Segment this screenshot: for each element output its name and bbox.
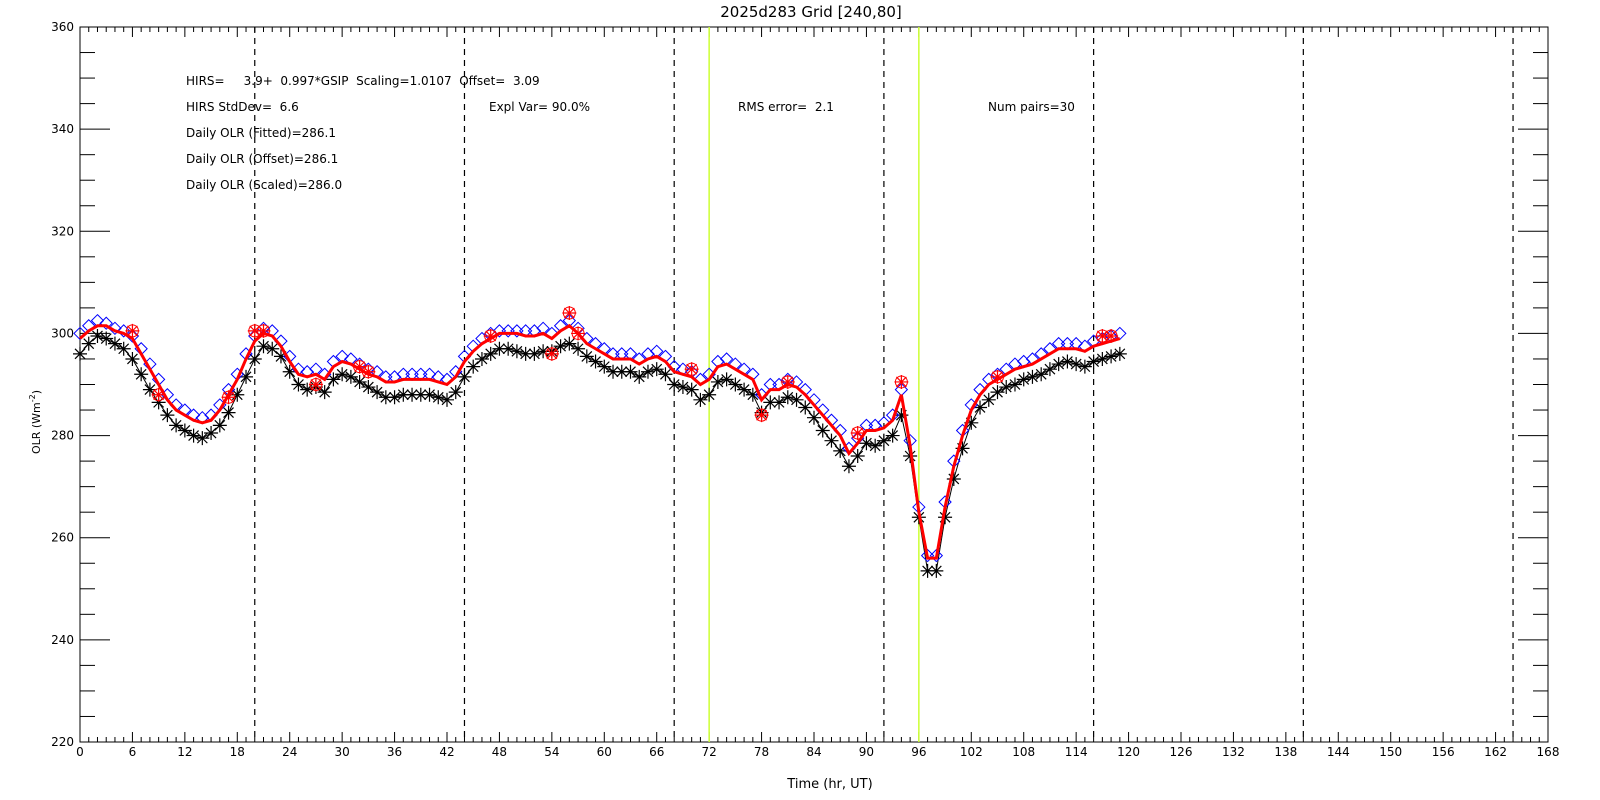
data-point-asterisk-red xyxy=(850,426,865,441)
x-tick-label: 132 xyxy=(1222,745,1245,759)
daily-olr-offset-text: Daily OLR (Offset)=286.1 xyxy=(186,152,338,166)
x-tick-label: 66 xyxy=(649,745,664,759)
x-tick-label: 24 xyxy=(282,745,297,759)
y-tick-label: 260 xyxy=(51,531,74,545)
series-hirs-asterisks xyxy=(125,306,1119,441)
x-tick-label: 84 xyxy=(806,745,821,759)
x-tick-label: 0 xyxy=(76,745,84,759)
data-point-asterisk-red xyxy=(483,328,498,343)
x-axis-label: Time (hr, UT) xyxy=(786,777,872,792)
chart-title: 2025d283 Grid [240,80] xyxy=(720,3,902,21)
y-axis-ticks: 220 240 260 280 300 320 340 360 xyxy=(51,20,1548,749)
x-tick-label: 60 xyxy=(597,745,612,759)
data-point-asterisk-red xyxy=(990,369,1005,384)
x-tick-label: 108 xyxy=(1012,745,1035,759)
data-point-asterisk-red xyxy=(894,374,909,389)
data-point-asterisk-red xyxy=(125,323,140,338)
data-point-diamond xyxy=(116,324,131,338)
data-point-diamond xyxy=(929,548,944,563)
x-tick-label: 54 xyxy=(544,745,559,759)
data-point-asterisk-red xyxy=(151,387,166,402)
x-tick-label: 162 xyxy=(1484,745,1507,759)
y-tick-label: 220 xyxy=(51,735,74,749)
x-tick-label: 78 xyxy=(754,745,769,759)
data-point-asterisk-red xyxy=(571,326,586,341)
data-point-asterisk-red xyxy=(352,359,367,374)
data-point-asterisk-red xyxy=(1104,328,1119,343)
data-point-diamond xyxy=(501,324,515,338)
series-fitted-line xyxy=(79,323,1121,560)
rms-error-text: RMS error= 2.1 xyxy=(738,100,834,114)
data-point-diamond xyxy=(510,324,524,338)
expl-var-text: Expl Var= 90.0% xyxy=(489,100,590,114)
y-tick-label: 240 xyxy=(51,633,74,647)
data-point-diamond xyxy=(125,329,140,343)
x-tick-label: 30 xyxy=(335,745,350,759)
data-point-diamond xyxy=(73,326,87,341)
data-point-diamond xyxy=(108,321,122,336)
data-point-asterisk-red xyxy=(562,306,577,320)
x-tick-label: 96 xyxy=(911,745,926,759)
series-gsip-asterisks xyxy=(73,328,1127,578)
x-axis-ticks: 0 6 12 18 24 30 36 42 48 54 60 66 72 78 84 90 96 102 108 11… xyxy=(76,27,1559,759)
x-tick-label: 156 xyxy=(1432,745,1455,759)
x-tick-label: 90 xyxy=(859,745,874,759)
daily-olr-scaled-text: Daily OLR (Scaled)=286.0 xyxy=(186,178,342,192)
x-tick-label: 120 xyxy=(1117,745,1140,759)
y-tick-label: 360 xyxy=(51,20,74,34)
x-tick-label: 36 xyxy=(387,745,402,759)
stddev-text: HIRS StdDev= 6.6 xyxy=(186,100,299,114)
data-point-asterisk-red xyxy=(221,390,236,405)
x-tick-label: 144 xyxy=(1327,745,1350,759)
data-point-asterisk-red xyxy=(247,323,262,338)
daily-olr-fitted-text: Daily OLR (Fitted)=286.1 xyxy=(186,126,336,140)
x-tick-label: 102 xyxy=(960,745,983,759)
num-pairs-text: Num pairs=30 xyxy=(988,100,1075,114)
x-tick-label: 48 xyxy=(492,745,507,759)
data-point-asterisk-red xyxy=(308,377,323,392)
y-tick-label: 320 xyxy=(51,224,74,238)
y-tick-label: 300 xyxy=(51,326,74,340)
x-tick-label: 72 xyxy=(702,745,717,759)
x-tick-label: 18 xyxy=(230,745,245,759)
data-point-asterisk-red xyxy=(684,362,699,377)
x-tick-label: 42 xyxy=(439,745,454,759)
data-point-diamond xyxy=(492,324,507,338)
x-tick-label: 6 xyxy=(129,745,137,759)
series-gsip-line xyxy=(79,335,1120,572)
fit-annotations: HIRS= 3.9+ 0.997*GSIP Scaling=1.0107 Off… xyxy=(186,74,1075,192)
data-point-asterisk-red xyxy=(1095,328,1110,343)
data-point-asterisk-red xyxy=(256,323,271,338)
data-point-asterisk-red xyxy=(780,374,795,389)
data-point-asterisk-red xyxy=(361,364,376,379)
data-point-diamond xyxy=(99,316,113,330)
data-point-asterisk-red xyxy=(754,408,769,423)
y-tick-label: 340 xyxy=(51,122,74,136)
x-tick-label: 12 xyxy=(177,745,192,759)
data-point-asterisk-red xyxy=(544,346,559,361)
y-tick-label: 280 xyxy=(51,429,74,443)
x-tick-label: 114 xyxy=(1065,745,1088,759)
y-axis-label: OLR (Wm-2) xyxy=(28,390,43,454)
x-tick-label: 138 xyxy=(1274,745,1297,759)
fit-equation-text: HIRS= 3.9+ 0.997*GSIP Scaling=1.0107 Off… xyxy=(186,74,540,88)
x-tick-label: 150 xyxy=(1379,745,1402,759)
data-point-diamond xyxy=(920,548,935,563)
x-tick-label: 168 xyxy=(1537,745,1560,759)
x-tick-label: 126 xyxy=(1170,745,1193,759)
